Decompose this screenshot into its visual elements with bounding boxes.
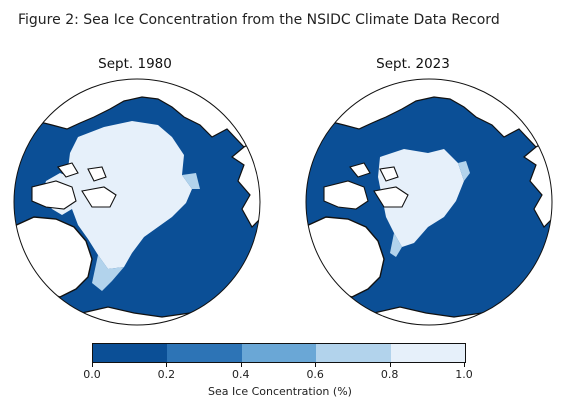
- sea-ice-2023-marginal: [390, 233, 402, 257]
- colorbar-tick: [315, 363, 317, 367]
- colorbar-tick-label: 0.4: [232, 368, 250, 381]
- colorbar-frame: [92, 343, 466, 363]
- sea-ice-map-2023: [305, 78, 553, 326]
- colorbar-tick: [92, 363, 93, 367]
- sea-ice-map-1980: [13, 78, 261, 326]
- colorbar-tick: [464, 363, 465, 367]
- colorbar-bin-4: [391, 343, 466, 363]
- panel-title-2023: Sept. 2023: [376, 56, 450, 72]
- sea-ice-marginal-1980-b: [182, 173, 200, 189]
- colorbar-tick-label: 1.0: [455, 368, 473, 381]
- colorbar-label: Sea Ice Concentration (%): [208, 385, 352, 398]
- colorbar: [92, 343, 466, 367]
- colorbar-tick: [389, 363, 391, 367]
- colorbar-tick: [166, 363, 168, 367]
- land-archipelago: [323, 162, 409, 210]
- sea-ice-marginal-1980: [92, 255, 124, 291]
- colorbar-bin-2: [241, 343, 317, 363]
- sea-ice-1980: [68, 121, 192, 269]
- colorbar-tick-label: 0.2: [157, 368, 176, 381]
- colorbar-tick-label: 0.8: [380, 368, 399, 381]
- colorbar-bin-0: [92, 343, 167, 363]
- sea-ice-2023-edge: [458, 161, 470, 181]
- figure-title: Figure 2: Sea Ice Concentration from the…: [18, 12, 500, 28]
- colorbar-tick-label: 0.0: [83, 368, 101, 381]
- sea-ice-2023: [378, 149, 464, 247]
- panel-title-1980: Sept. 1980: [98, 56, 172, 72]
- colorbar-tick: [240, 363, 242, 367]
- colorbar-bin-1: [166, 343, 242, 363]
- colorbar-bin-3: [316, 343, 392, 363]
- colorbar-tick-label: 0.6: [306, 368, 324, 381]
